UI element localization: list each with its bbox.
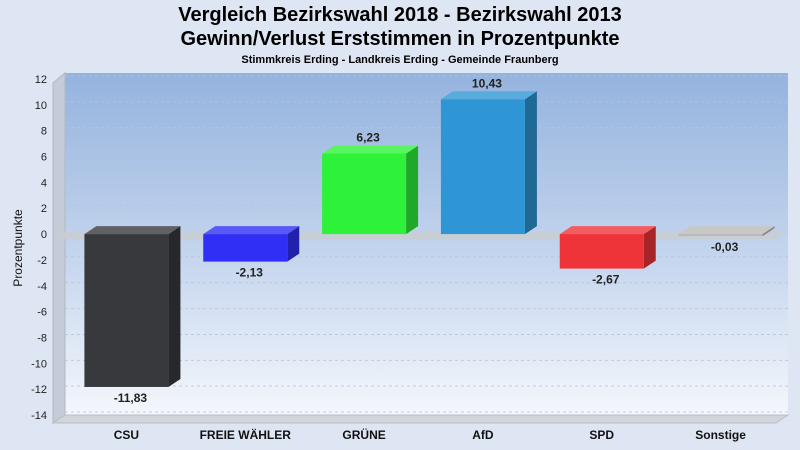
y-tick-label: -10 bbox=[31, 358, 47, 370]
bar-top bbox=[440, 91, 537, 100]
category-label: GRÜNE bbox=[342, 427, 385, 442]
bar-grüne bbox=[322, 145, 419, 235]
bar-side bbox=[762, 226, 775, 237]
y-tick-label: -6 bbox=[37, 307, 47, 319]
y-tick-label: -4 bbox=[37, 281, 47, 293]
bar-sonstige bbox=[678, 226, 775, 237]
bar-side bbox=[406, 145, 419, 235]
data-label: -2,67 bbox=[592, 273, 620, 287]
bar-front bbox=[678, 234, 763, 237]
bar-freie-wähler bbox=[203, 226, 300, 262]
bar-csu bbox=[84, 226, 181, 387]
y-axis-label: Prozentpunkte bbox=[11, 209, 25, 287]
bar-top bbox=[678, 226, 775, 235]
data-label: 6,23 bbox=[356, 131, 380, 145]
category-label: Sonstige bbox=[695, 428, 746, 442]
bar-front bbox=[440, 99, 525, 235]
data-label: 10,43 bbox=[472, 76, 502, 90]
data-labels: -11,83 -2,13 6,23 10,43 -2,67 -0,03 bbox=[114, 76, 739, 405]
category-label: AfD bbox=[472, 428, 494, 442]
y-axis-ticks: 12 10 8 6 4 2 0 -2 -4 -6 -8 -10 -12 -14 bbox=[31, 74, 47, 422]
chart-title-line2: Gewinn/Verlust Erststimmen in Prozentpun… bbox=[180, 28, 620, 50]
bar-spd bbox=[559, 226, 656, 269]
y-tick-label: -12 bbox=[31, 384, 47, 396]
plot-floor bbox=[51, 414, 790, 424]
y-tick-label: 0 bbox=[41, 229, 47, 241]
plot-left-wall bbox=[52, 71, 66, 424]
y-tick-label: 4 bbox=[41, 177, 47, 189]
bar-afd bbox=[440, 91, 537, 235]
y-tick-label: 10 bbox=[35, 100, 47, 112]
y-tick-label: -14 bbox=[31, 410, 47, 422]
data-label: -0,03 bbox=[711, 240, 739, 254]
bar-top bbox=[322, 145, 419, 154]
plot-background bbox=[65, 73, 788, 415]
bars bbox=[84, 91, 775, 387]
bar-front bbox=[203, 234, 288, 262]
y-tick-label: 6 bbox=[41, 152, 47, 164]
category-label: SPD bbox=[589, 428, 614, 442]
y-tick-label: 2 bbox=[41, 203, 47, 215]
y-tick-label: 8 bbox=[41, 126, 47, 138]
plot-area bbox=[51, 71, 790, 424]
chart-subtitle: Stimmkreis Erding - Landkreis Erding - G… bbox=[241, 54, 559, 66]
bar-top bbox=[559, 226, 656, 235]
bar-side bbox=[287, 226, 300, 262]
category-label: CSU bbox=[114, 428, 139, 442]
bar-front bbox=[322, 153, 407, 235]
bar-top bbox=[203, 226, 300, 235]
bar-top bbox=[84, 226, 181, 235]
data-label: -11,83 bbox=[114, 391, 148, 405]
bar-side bbox=[524, 91, 537, 235]
category-label: FREIE WÄHLER bbox=[200, 427, 292, 442]
category-labels: CSU FREIE WÄHLER GRÜNE AfD SPD Sonstige bbox=[114, 427, 747, 442]
bar-side bbox=[168, 226, 181, 387]
y-tick-label: -2 bbox=[37, 255, 47, 267]
y-tick-label: 12 bbox=[35, 74, 47, 86]
data-label: -2,13 bbox=[236, 266, 264, 280]
bar-side bbox=[643, 226, 656, 269]
bar-front bbox=[559, 234, 644, 269]
chart-title: Vergleich Bezirkswahl 2018 - Bezirkswahl… bbox=[178, 4, 622, 26]
bar-front bbox=[84, 234, 169, 387]
y-tick-label: -8 bbox=[37, 332, 47, 344]
